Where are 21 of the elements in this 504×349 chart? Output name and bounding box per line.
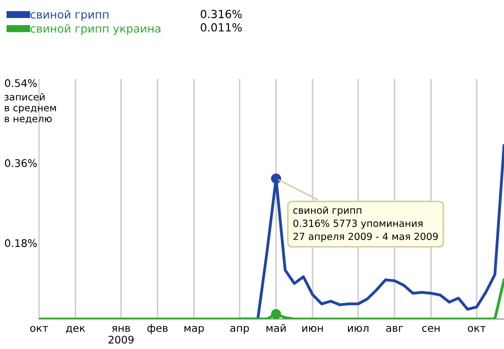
y-tick-label: 0.54%	[4, 79, 37, 88]
x-tick-label: июн	[302, 326, 323, 332]
x-tick-label: апр	[230, 326, 249, 334]
x-tick-label: май	[266, 324, 286, 332]
legend-label: свиной грипп	[30, 10, 108, 21]
y-tick-label: 0.18%	[4, 239, 37, 248]
x-tick-label: фев	[147, 324, 168, 334]
legend-label: свиной грипп украина	[30, 24, 160, 35]
y-tick-label: 0.36%	[4, 159, 37, 168]
x-tick-label: дек	[66, 326, 86, 334]
annotation: свиной грипп 0.316% 5773 упоминания 27 апреля 2009 - 4 мая 2009	[293, 206, 438, 242]
x-tick-label: окт	[468, 326, 486, 332]
x-tick-label: мар	[184, 326, 204, 334]
x-tick-label: сен	[422, 326, 440, 332]
x-tick-label: янв 2009	[108, 326, 134, 344]
x-tick-label: окт	[30, 326, 48, 332]
text: 0.316%	[200, 10, 242, 18]
x-tick-label: авг	[386, 326, 404, 332]
text: 0.011%	[200, 23, 242, 32]
x-tick-label: июл	[348, 326, 368, 332]
y-axis-title: записей в среднем в неделю	[4, 93, 56, 124]
